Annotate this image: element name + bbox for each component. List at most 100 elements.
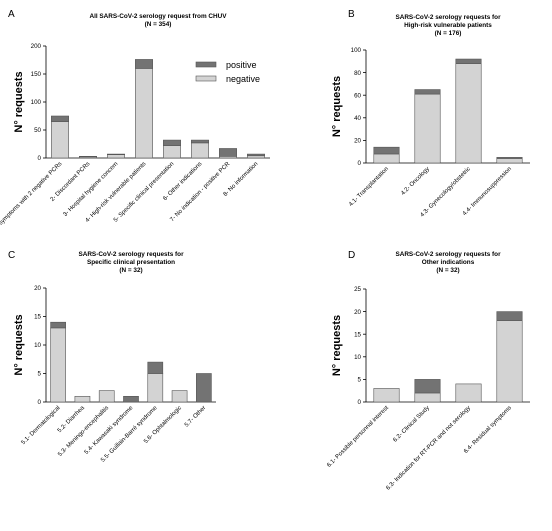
x-category-label: 4.4- Immunosuppression xyxy=(462,166,513,217)
bar-negative xyxy=(135,68,153,159)
chart-title: SARS-CoV-2 serology requests for xyxy=(395,14,501,21)
bar-negative xyxy=(171,390,188,403)
x-category-label: 6.3- Indication for RT-PCR and not serol… xyxy=(385,405,471,491)
bar-negative xyxy=(414,93,441,164)
bar-negative xyxy=(414,392,441,403)
y-axis-label: N° requests xyxy=(13,71,25,132)
y-tick-label: 0 xyxy=(38,399,42,406)
bar-positive xyxy=(107,153,125,155)
bar-negative xyxy=(455,383,482,403)
bar-positive xyxy=(219,148,237,157)
y-tick-label: 0 xyxy=(358,399,362,406)
y-tick-label: 10 xyxy=(34,342,41,349)
bar-negative xyxy=(373,388,400,403)
y-tick-label: 20 xyxy=(34,285,41,292)
bar-positive xyxy=(496,311,523,321)
y-tick-label: 100 xyxy=(351,47,362,54)
chart-panel-c: C SARS-CoV-2 serology requests forSpecifi… xyxy=(8,250,216,464)
legend-swatch-positive xyxy=(195,61,217,68)
bar-negative xyxy=(74,395,91,403)
bar-positive xyxy=(163,139,181,146)
bar-negative xyxy=(373,153,400,164)
x-category-label: 5.1- Dermatological xyxy=(21,405,62,446)
chart-subtitle: Specific clinical presentation xyxy=(87,259,175,266)
y-tick-label: 150 xyxy=(31,71,42,78)
chart-panel-a: A All SARS-CoV-2 serology request from CH… xyxy=(0,9,270,244)
y-axis-label: N° requests xyxy=(13,314,25,375)
y-tick-label: 40 xyxy=(354,115,361,122)
bar-negative xyxy=(191,142,209,159)
legend-label-negative: negative xyxy=(226,74,260,84)
bar-positive xyxy=(373,146,400,155)
bar-negative xyxy=(496,320,523,403)
bar-positive xyxy=(247,153,265,157)
y-tick-label: 15 xyxy=(34,314,41,321)
y-tick-label: 80 xyxy=(354,70,361,77)
y-tick-label: 20 xyxy=(354,138,361,145)
legend-swatch-negative xyxy=(195,75,217,82)
x-category-label: 7- No indication - positive PCR xyxy=(169,161,231,223)
y-tick-label: 5 xyxy=(358,377,362,384)
x-category-label: 4- High-risk vulnerable patients xyxy=(85,161,148,224)
y-tick-label: 25 xyxy=(354,286,361,293)
bar-positive xyxy=(123,395,139,403)
chart-title: All SARS-CoV-2 serology request from CHU… xyxy=(89,13,227,20)
legend-label-positive: positive xyxy=(226,60,257,70)
y-tick-label: 20 xyxy=(354,309,361,316)
chart-panel-b: B SARS-CoV-2 serology requests forHigh-ri… xyxy=(331,9,530,219)
chart-subtitle: (N = 354) xyxy=(145,21,172,28)
legend: positive negative xyxy=(195,60,260,84)
y-axis-label: N° requests xyxy=(331,315,343,376)
bar-negative xyxy=(163,145,181,159)
x-category-label: 6.1- Possible personnal interest xyxy=(326,405,390,469)
bar-positive xyxy=(51,115,69,122)
bar-positive xyxy=(50,321,66,329)
y-axis-label: N° requests xyxy=(331,76,343,137)
panel-letter: B xyxy=(348,9,355,20)
bar-positive xyxy=(196,373,212,403)
bar-positive xyxy=(496,157,523,159)
x-category-label: 4.2- Oncology xyxy=(400,166,431,197)
x-category-label: 5.4- Kawasaki syndrome xyxy=(84,405,135,456)
bar-positive xyxy=(147,361,164,374)
chart-subtitle-n: (N = 176) xyxy=(435,30,462,37)
chart-subtitle: High-risk vulnerable patients xyxy=(404,22,492,29)
y-tick-label: 50 xyxy=(34,127,41,134)
x-category-label: 5- Specific clinical presentation xyxy=(113,161,175,223)
bar-positive xyxy=(191,139,209,144)
x-category-label: 5.3- Meningo-encephalitis xyxy=(57,405,110,458)
y-tick-label: 60 xyxy=(354,92,361,99)
y-tick-label: 200 xyxy=(31,43,42,50)
bar-positive xyxy=(414,89,441,95)
x-category-label: 6.2- Clinical Study xyxy=(392,405,430,443)
y-tick-label: 0 xyxy=(38,155,42,162)
bar-negative xyxy=(496,158,523,164)
bar-negative xyxy=(247,155,265,159)
y-tick-label: 100 xyxy=(31,99,42,106)
chart-subtitle: Other indications xyxy=(422,259,475,266)
bar-negative xyxy=(455,63,482,164)
bar-positive xyxy=(455,58,482,64)
bar-positive xyxy=(414,379,441,394)
panel-letter: D xyxy=(348,250,355,261)
x-category-label: 6.4- Residual symptoms xyxy=(463,405,513,455)
y-tick-label: 15 xyxy=(354,331,361,338)
bar-negative xyxy=(98,390,115,403)
x-category-label: 3- Hospital hygiene concern xyxy=(63,161,120,218)
chart-subtitle-n: (N = 32) xyxy=(119,267,142,274)
bar-positive xyxy=(79,156,97,158)
y-tick-label: 10 xyxy=(354,354,361,361)
chart-title: SARS-CoV-2 serology requests for xyxy=(78,251,184,258)
bar-negative xyxy=(107,154,125,159)
bar-negative xyxy=(147,373,164,403)
panel-letter: A xyxy=(8,9,15,20)
chart-title: SARS-CoV-2 serology requests for xyxy=(395,251,501,258)
y-tick-label: 5 xyxy=(38,371,42,378)
y-tick-label: 0 xyxy=(358,160,362,167)
x-category-label: 5.7- Other xyxy=(184,405,207,428)
bar-negative xyxy=(50,327,66,403)
bar-positive xyxy=(135,59,153,69)
bar-negative xyxy=(51,121,69,159)
